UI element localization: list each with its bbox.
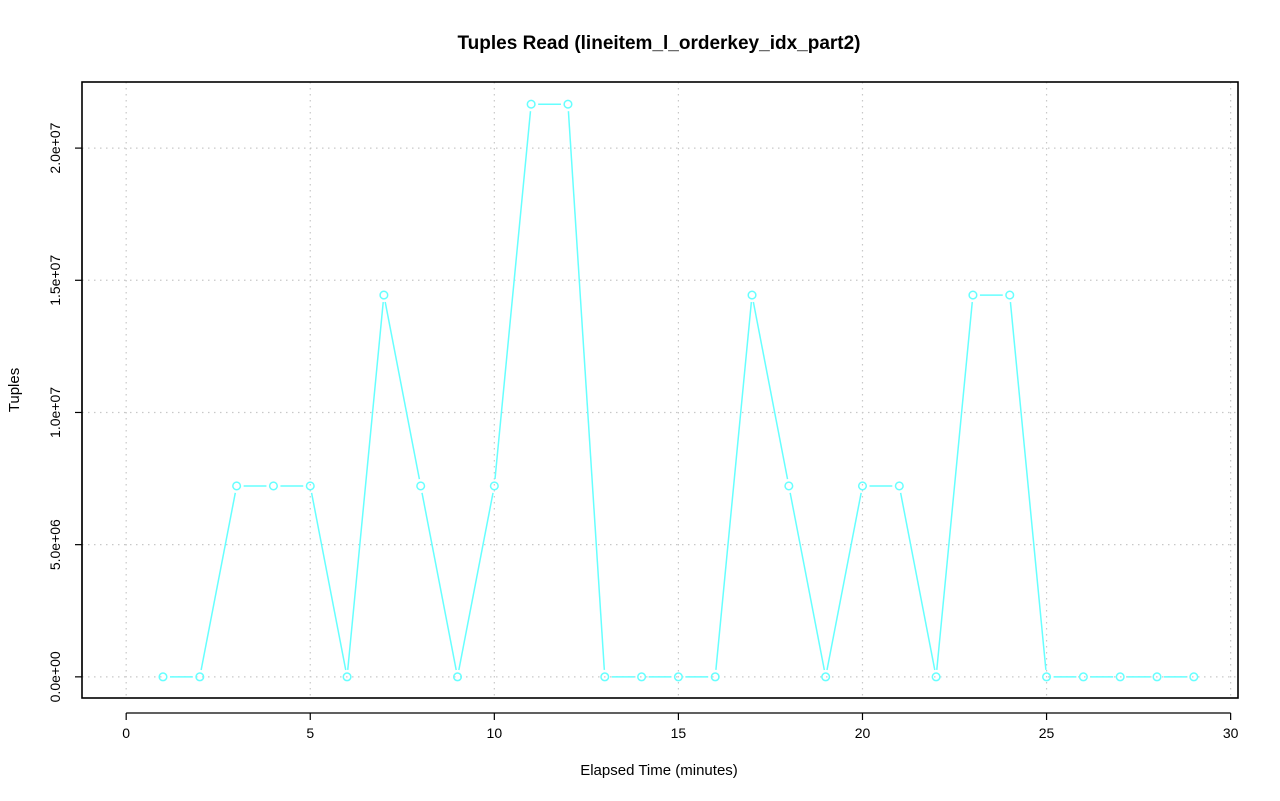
- x-tick-label: 30: [1223, 725, 1239, 741]
- x-tick-label: 25: [1039, 725, 1055, 741]
- data-point: [1005, 290, 1015, 300]
- series-line-segment: [346, 301, 384, 670]
- series-line-segment: [421, 492, 457, 671]
- data-point: [563, 99, 573, 109]
- data-point: [195, 672, 205, 682]
- data-point: [968, 290, 978, 300]
- data-point: [600, 672, 610, 682]
- chart-title: Tuples Read (lineitem_l_orderkey_idx_par…: [457, 33, 860, 54]
- data-point: [1115, 672, 1125, 682]
- data-point: [931, 672, 941, 682]
- series-layer: [158, 99, 1199, 682]
- x-tick-label: 15: [671, 725, 687, 741]
- series-line-segment: [899, 492, 936, 671]
- series-line-segment: [458, 492, 494, 671]
- axes: 0 5 10 15 20 25 30 0.0e+00 5.0e+06 1.0e+07 1.5e+07…: [47, 122, 1239, 741]
- series-line-segment: [936, 301, 974, 670]
- data-point: [1042, 672, 1052, 682]
- data-point: [673, 672, 683, 682]
- data-point: [1189, 672, 1199, 682]
- data-point: [416, 481, 426, 491]
- data-point: [342, 672, 352, 682]
- data-point: [305, 481, 315, 491]
- data-point: [1078, 672, 1088, 682]
- y-axis-label: Tuples: [6, 368, 23, 412]
- data-point: [637, 672, 647, 682]
- data-point: [747, 290, 757, 300]
- data-point: [894, 481, 904, 491]
- series-line-segment: [567, 111, 606, 670]
- data-point: [452, 672, 463, 682]
- series-line-segment: [310, 492, 347, 671]
- x-tick-label: 20: [855, 725, 871, 741]
- data-point: [710, 672, 720, 682]
- x-tick-label: 10: [487, 725, 503, 741]
- grid-lines: [82, 82, 1238, 698]
- data-point: [158, 672, 168, 682]
- data-point: [784, 481, 794, 491]
- series-line-segment: [1009, 301, 1047, 670]
- y-tick-label: 1.5e+07: [47, 255, 63, 306]
- series-line-segment: [384, 301, 421, 480]
- series-line-segment: [200, 492, 237, 671]
- x-tick-label: 5: [306, 725, 314, 741]
- data-point: [857, 481, 868, 491]
- data-point: [379, 290, 389, 300]
- data-point: [268, 481, 278, 491]
- x-tick-label: 0: [122, 725, 130, 741]
- series-line-segment: [494, 111, 532, 480]
- data-point: [526, 99, 536, 109]
- y-tick-label: 1.0e+07: [47, 387, 63, 438]
- data-point: [232, 481, 242, 491]
- data-point: [1152, 672, 1162, 682]
- y-tick-label: 2.0e+07: [47, 122, 63, 173]
- data-point: [821, 672, 831, 682]
- x-axis-label: Elapsed Time (minutes): [580, 762, 738, 779]
- y-tick-label: 0.0e+00: [47, 651, 63, 702]
- plot-frame: [81, 81, 1239, 699]
- series-line-segment: [826, 492, 862, 671]
- series-line-segment: [752, 301, 789, 480]
- data-point: [489, 481, 499, 491]
- y-tick-label: 5.0e+06: [47, 519, 63, 570]
- series-line-segment: [715, 301, 753, 670]
- series-line-segment: [789, 492, 826, 671]
